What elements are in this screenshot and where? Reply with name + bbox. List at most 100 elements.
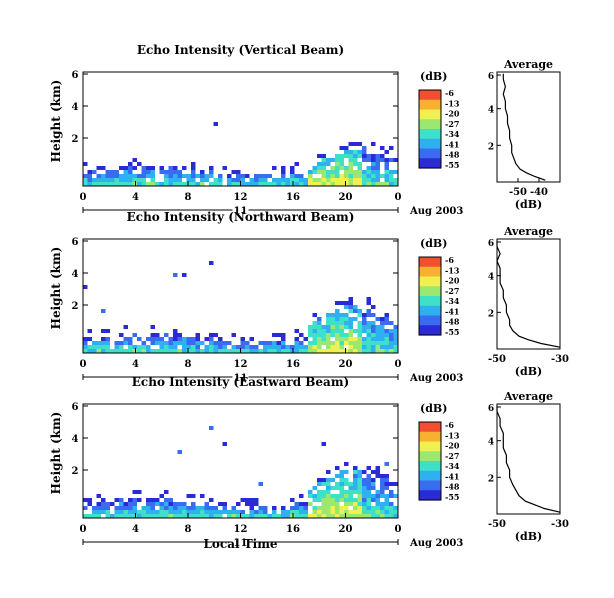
heatmap-cell [231,178,236,182]
heatmap-cell [173,273,178,277]
heatmap-cell [353,170,358,174]
heatmap-cell [362,478,367,482]
heatmap-cell [191,166,196,170]
heatmap-cell [195,514,200,518]
x-tick-label: 12 [234,524,248,535]
heatmap-cell [335,349,340,353]
heatmap-cell [299,333,304,337]
heatmap-cell [353,498,358,502]
heatmap-cell [96,506,101,510]
heatmap-cell [96,514,101,518]
heatmap-cell [371,162,376,166]
heatmap-cell [335,178,340,182]
heatmap-cells [83,122,398,186]
heatmap-cell [389,146,394,150]
heatmap-cell [362,158,367,162]
heatmap-cell [272,178,277,182]
heatmap-cell [258,482,263,486]
heatmap-cell [335,345,340,349]
heatmap-cell [326,341,331,345]
heatmap-cell [119,345,124,349]
heatmap-cell [290,182,295,186]
heatmap-cell [375,466,380,470]
heatmap-cell [186,178,191,182]
heatmap-cell [294,506,299,510]
heatmap-cell [200,182,205,186]
heatmap-cell [339,162,344,166]
heatmap-cell [371,337,376,341]
heatmap-cell [362,329,367,333]
heatmap-cell [186,514,191,518]
heatmap-cell [168,514,173,518]
heatmap-cell [119,174,124,178]
heatmap-cell [150,506,155,510]
y-axis-label: Height (km) [49,80,63,163]
heatmap-cell [132,510,137,514]
heatmap-cell [155,337,160,341]
heatmap-cell [348,158,353,162]
heatmap-cell [321,498,326,502]
profile-line [496,405,561,513]
heatmap-cell [299,494,304,498]
heatmap-cell [317,341,322,345]
heatmap-cell [249,506,254,510]
heatmap-cell [150,182,155,186]
heatmap-cell [348,345,353,349]
colorbar-segment [419,284,441,287]
heatmap-cell [317,182,322,186]
heatmap-cell [204,514,209,518]
heatmap-cell [105,178,110,182]
colorbar-segment [419,280,441,283]
colorbar-segment [419,134,441,138]
colorbar-frame [418,256,442,336]
x-tick-label: 4 [132,524,139,535]
heatmap-cell [177,337,182,341]
heatmap-cell [321,502,326,506]
heatmap-cell [168,174,173,178]
heatmap-cell [321,506,326,510]
heatmap-cell [137,349,142,353]
colorbar-tick-label: -27 [445,286,459,296]
heatmap-cell [96,178,101,182]
heatmap-cell [299,514,304,518]
heatmap-cell [389,170,394,174]
heatmap-cell [114,514,119,518]
heatmap-cell [146,345,151,349]
heatmap-cell [384,506,389,510]
heatmap-cell [330,313,335,317]
heatmap-cell [285,514,290,518]
heatmap-cell [362,482,367,486]
heatmap-cell [371,142,376,146]
heatmap-cell [317,325,322,329]
heatmap-cell [227,174,232,178]
heatmap-cell [119,510,124,514]
heatmap-cell [348,162,353,166]
heatmap-cell [353,478,358,482]
heatmap-cell [254,174,259,178]
heatmap-cell [105,349,110,353]
heatmap-cell [159,506,164,510]
heatmap-cell [105,182,110,186]
heatmap-cell [339,333,344,337]
colorbar-segment [419,144,441,148]
y-tick-label: 2 [72,301,79,312]
heatmap-cell [240,178,245,182]
heatmap-cell [321,154,326,158]
heatmap-cell [371,313,376,317]
heatmap-cell [335,474,340,478]
heatmap-cell [339,317,344,321]
colorbar-segment [419,160,441,163]
heatmap-cell [132,514,137,518]
heatmap-cell [150,174,155,178]
heatmap-cell [177,514,182,518]
colorbar-segment [419,457,441,460]
colorbar-segment [419,303,441,307]
colorbar-segment [419,290,441,293]
colorbar-tick-label: -20 [445,441,460,451]
panel-2: Echo Intensity (Northward Beam) 6 4 2 Height… [49,210,569,384]
heatmap-cell [371,154,376,158]
heatmap-cell [258,174,263,178]
heatmap-cell [312,166,317,170]
y-axis-label: Height (km) [49,247,63,330]
heatmap-cell [344,146,349,150]
